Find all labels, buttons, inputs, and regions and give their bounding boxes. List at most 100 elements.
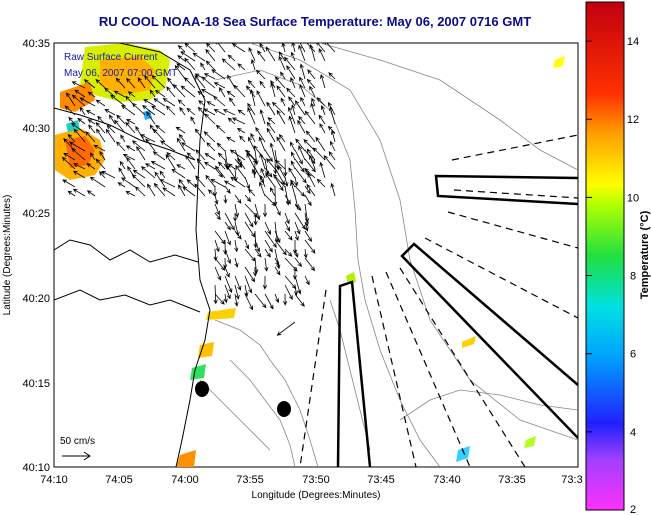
current-arrow: [299, 63, 306, 80]
current-arrow: [87, 91, 96, 98]
current-arrow: [292, 240, 298, 255]
current-arrow: [182, 186, 196, 197]
current-arrow: [142, 105, 156, 116]
current-arrow: [118, 167, 126, 179]
current-arrow: [254, 149, 259, 166]
current-arrow: [96, 128, 106, 143]
current-arrow: [213, 109, 226, 116]
y-tick: 40:15: [22, 378, 50, 390]
current-arrow: [203, 108, 216, 116]
colorbar-tick: 2: [630, 504, 636, 515]
current-arrow: [244, 239, 250, 250]
current-arrow: [298, 44, 306, 62]
current-arrow: [284, 194, 291, 205]
current-arrow: [284, 212, 290, 225]
current-arrow: [272, 173, 286, 188]
current-arrow: [224, 275, 233, 294]
current-arrow: [184, 43, 196, 53]
current-arrow: [216, 142, 226, 152]
current-arrow: [290, 76, 296, 89]
current-arrow: [328, 151, 336, 161]
current-arrow: [276, 85, 286, 98]
current-arrow: [183, 77, 196, 89]
current-arrow: [234, 230, 242, 240]
current-arrow: [237, 109, 246, 116]
current-arrow: [74, 89, 86, 98]
current-arrow: [73, 163, 86, 170]
current-arrow: [281, 43, 286, 53]
current-arrow: [125, 145, 136, 152]
current-arrow: [259, 80, 266, 89]
current-arrow: [271, 101, 286, 116]
current-arrow: [196, 158, 206, 170]
current-arrow: [324, 43, 336, 53]
current-arrow: [85, 110, 96, 116]
current-arrow: [264, 293, 274, 310]
current-arrow: [259, 181, 266, 197]
current-arrow: [255, 126, 266, 143]
current-arrow: [201, 88, 216, 98]
colorbar-tick: 12: [627, 114, 639, 126]
current-arrow: [262, 275, 268, 290]
y-tick: 40:35: [22, 38, 50, 50]
current-arrow: [121, 177, 136, 188]
current-arrow: [178, 178, 186, 188]
current-arrow: [248, 188, 256, 197]
current-arrow: [235, 164, 246, 179]
current-arrow: [207, 189, 216, 197]
current-arrow: [319, 161, 326, 179]
current-arrow: [176, 137, 186, 152]
current-arrow: [304, 275, 310, 286]
map-title: RU COOL NOAA-18 Sea Surface Temperature:…: [98, 14, 532, 29]
current-arrow: [116, 114, 126, 125]
current-arrow: [192, 52, 206, 62]
current-arrow: [289, 141, 296, 152]
current-arrow: [95, 158, 106, 170]
current-arrow: [177, 55, 186, 62]
current-arrow: [246, 152, 256, 170]
current-arrow: [214, 212, 221, 221]
current-arrow: [319, 123, 326, 134]
current-arrow: [280, 71, 286, 80]
current-arrow: [318, 47, 326, 62]
current-arrow: [256, 90, 266, 107]
current-arrow: [185, 154, 196, 170]
current-arrow: [226, 136, 236, 143]
current-arrow: [253, 212, 258, 226]
current-arrow: [290, 51, 296, 62]
current-arrow: [297, 119, 306, 134]
current-arrow: [146, 111, 156, 125]
current-arrow: [244, 284, 249, 297]
current-arrow: [264, 230, 277, 248]
current-arrow: [307, 69, 316, 80]
colorbar-label: Temperature (°C): [639, 210, 651, 299]
current-arrow: [330, 140, 336, 152]
current-arrow: [126, 77, 136, 89]
current-arrow: [297, 43, 306, 53]
current-arrow: [214, 293, 225, 305]
current-arrow: [217, 152, 226, 161]
current-arrow: [234, 239, 239, 253]
current-arrow: [205, 60, 216, 71]
current-arrow: [259, 152, 266, 170]
current-arrow: [315, 136, 326, 152]
current-arrow: [231, 117, 246, 125]
current-arrow: [274, 76, 286, 89]
current-arrow: [143, 99, 156, 107]
current-arrow: [294, 221, 301, 235]
current-arrow: [288, 167, 296, 179]
current-arrow: [328, 72, 336, 80]
current-arrow: [291, 151, 296, 161]
current-arrow: [274, 257, 280, 267]
current-arrow: [71, 147, 86, 161]
current-arrow: [309, 85, 316, 98]
current-arrow: [264, 248, 271, 258]
current-arrow: [174, 64, 186, 80]
current-arrow: [264, 167, 273, 178]
current-arrow: [234, 275, 242, 291]
current-arrow: [320, 105, 326, 116]
current-arrow: [85, 131, 96, 143]
x-tick: 74:10: [40, 474, 68, 486]
current-arrow: [316, 43, 326, 53]
current-arrow: [294, 230, 299, 241]
